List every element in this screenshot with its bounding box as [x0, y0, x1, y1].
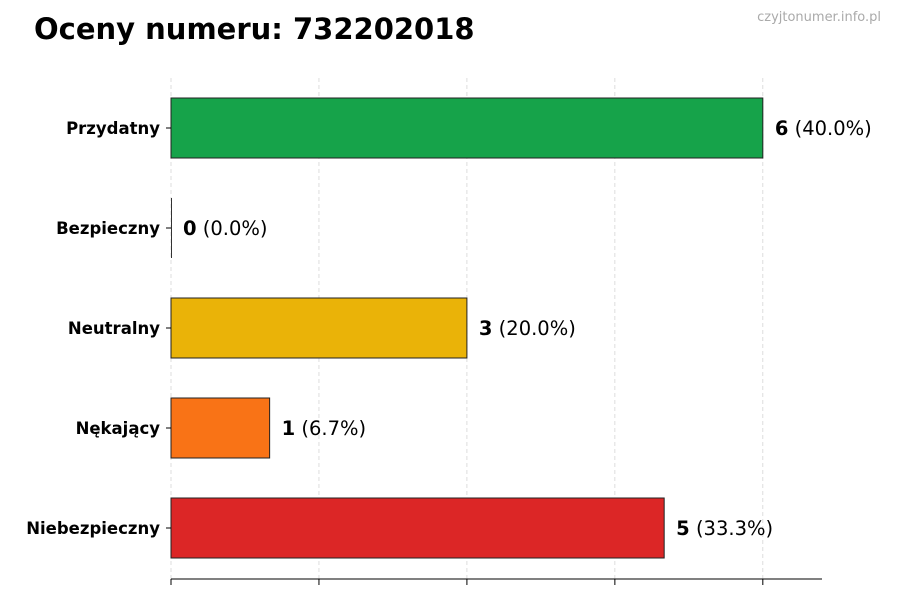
- bar-2: [170, 297, 468, 359]
- value-count-4: 5: [676, 517, 690, 540]
- labels: Przydatny 6 (40.0%) Bezpieczny 0 (0.0%) Neut…: [26, 117, 872, 540]
- category-label-0: Przydatny: [66, 119, 160, 138]
- axes: [166, 127, 822, 585]
- bars: [170, 97, 764, 559]
- value-count-0: 6: [775, 117, 789, 140]
- category-label-2: Neutralny: [68, 319, 160, 338]
- value-percent-1: (0.0%): [197, 217, 268, 240]
- bar-0: [170, 97, 764, 159]
- category-label-4: Niebezpieczny: [26, 519, 160, 538]
- bar-4: [170, 497, 665, 559]
- value-label-0: 6 (40.0%): [775, 117, 872, 140]
- value-label-1: 0 (0.0%): [183, 217, 268, 240]
- value-label-2: 3 (20.0%): [479, 317, 576, 340]
- watermark-text: czyjtonumer.info.pl: [757, 10, 881, 25]
- bar-3: [170, 397, 271, 459]
- value-percent-4: (33.3%): [690, 517, 773, 540]
- value-label-3: 1 (6.7%): [282, 417, 367, 440]
- value-percent-0: (40.0%): [788, 117, 871, 140]
- value-count-3: 1: [282, 417, 296, 440]
- chart-title: Oceny numeru: 732202018: [34, 12, 475, 46]
- category-label-1: Bezpieczny: [56, 219, 160, 238]
- value-count-2: 3: [479, 317, 493, 340]
- value-percent-3: (6.7%): [295, 417, 366, 440]
- value-count-1: 0: [183, 217, 197, 240]
- value-label-4: 5 (33.3%): [676, 517, 773, 540]
- category-label-3: Nękający: [76, 419, 161, 438]
- value-percent-2: (20.0%): [492, 317, 575, 340]
